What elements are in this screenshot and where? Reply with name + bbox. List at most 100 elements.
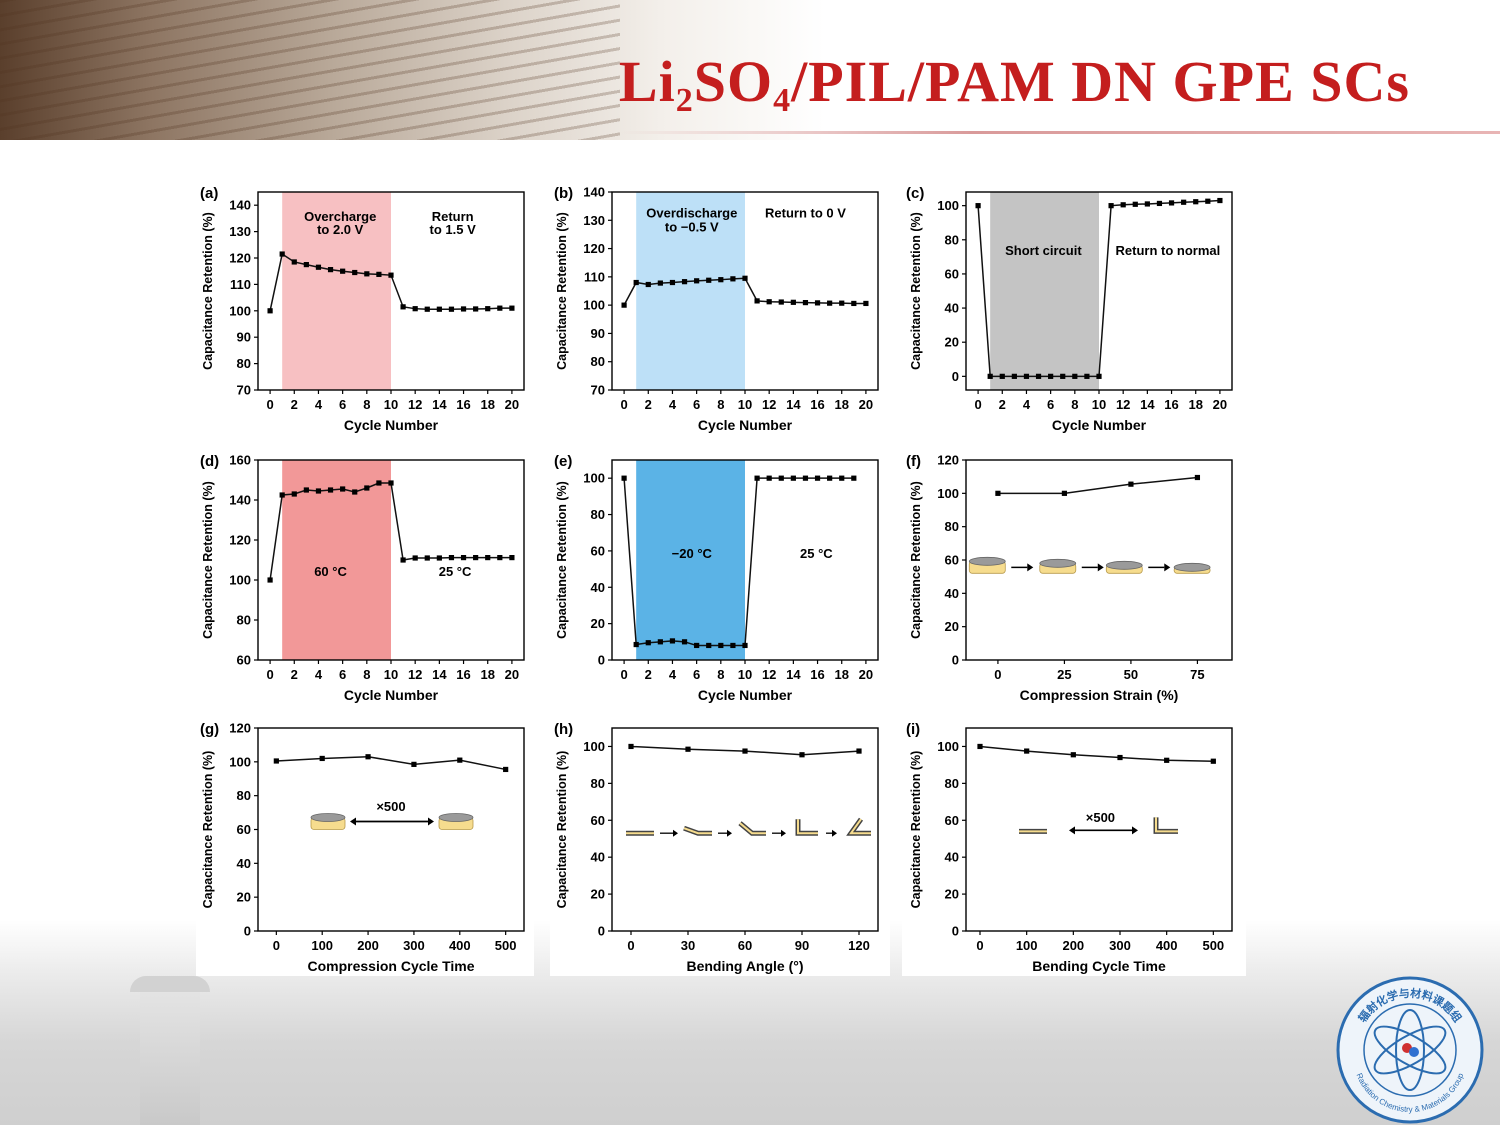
data-point xyxy=(754,475,760,481)
x-tick-label: 500 xyxy=(495,938,517,953)
data-point xyxy=(999,373,1005,379)
y-tick-label: 60 xyxy=(237,822,251,837)
bent-device-icon-core xyxy=(1155,817,1178,833)
x-tick-label: 12 xyxy=(408,397,422,412)
data-point xyxy=(411,761,417,767)
x-tick-label: 12 xyxy=(762,397,776,412)
bent-60-device-icon-core xyxy=(739,822,766,835)
y-tick-label: 80 xyxy=(237,788,251,803)
arrow-left-icon xyxy=(350,817,356,826)
y-axis-label: Capacitance Retention (%) xyxy=(555,751,569,909)
x-tick-label: 16 xyxy=(810,397,824,412)
data-point xyxy=(778,299,784,305)
y-tick-label: 120 xyxy=(229,251,251,266)
plot-frame xyxy=(965,727,1233,932)
data-point xyxy=(790,299,796,305)
y-tick-label: 130 xyxy=(229,224,251,239)
data-point xyxy=(485,555,491,561)
x-tick-label: 90 xyxy=(795,938,809,953)
x-tick-label: 0 xyxy=(266,667,273,682)
y-tick-label: 0 xyxy=(598,924,605,939)
data-point xyxy=(315,264,322,270)
y-tick-label: 90 xyxy=(591,326,605,341)
x-tick-label: 300 xyxy=(403,938,425,953)
x-axis-label: Cycle Number xyxy=(1052,417,1147,433)
x-tick-label: 20 xyxy=(1213,397,1227,412)
data-point xyxy=(291,259,297,265)
y-tick-label: 60 xyxy=(237,653,251,668)
y-axis-label: Capacitance Retention (%) xyxy=(555,481,569,639)
data-point xyxy=(1024,748,1030,754)
data-point xyxy=(279,251,285,257)
chart-panel-7: 0 100 200 300 400 500 0 20 40 60 80 100 120 Compressi… xyxy=(196,718,534,976)
x-tick-label: 18 xyxy=(480,667,494,682)
y-tick-label: 0 xyxy=(952,369,959,384)
y-tick-label: 20 xyxy=(591,887,605,902)
group-logo: 辐射化学与材料课题组 Radiation Chemistry & Materia… xyxy=(1336,976,1484,1124)
x-tick-label: 0 xyxy=(620,397,627,412)
y-tick-label: 40 xyxy=(591,850,605,865)
data-point xyxy=(1072,373,1078,379)
data-point xyxy=(657,280,663,286)
data-point xyxy=(267,308,273,314)
y-tick-label: 100 xyxy=(937,198,959,213)
data-point xyxy=(1156,200,1163,207)
data-point xyxy=(1023,373,1030,379)
arrow-right-icon xyxy=(428,817,434,826)
x-tick-label: 25 xyxy=(1057,667,1071,682)
data-point xyxy=(814,300,821,306)
y-tick-label: 60 xyxy=(945,553,959,568)
y-tick-label: 100 xyxy=(229,573,251,588)
x-tick-label: 8 xyxy=(717,397,724,412)
annotation-label: to 1.5 V xyxy=(430,222,477,237)
data-point xyxy=(766,475,772,481)
banner-roof-pattern xyxy=(0,0,620,140)
data-point xyxy=(754,298,760,304)
data-point xyxy=(1128,481,1134,487)
y-tick-label: 80 xyxy=(591,776,605,791)
x-tick-label: 12 xyxy=(408,667,422,682)
electrode-disc-icon xyxy=(438,813,474,822)
y-tick-label: 20 xyxy=(945,887,959,902)
y-tick-label: 140 xyxy=(583,185,605,200)
title-rest: /PIL/PAM DN GPE SCs xyxy=(791,49,1410,114)
pagoda-silhouette xyxy=(130,976,210,1125)
electrode-disc-icon xyxy=(1105,560,1143,570)
data-point xyxy=(457,757,463,763)
x-tick-label: 400 xyxy=(449,938,471,953)
data-point xyxy=(839,475,845,481)
panel-label: (h) xyxy=(554,721,573,738)
data-point xyxy=(267,577,273,583)
bent-30-device-icon-core xyxy=(683,827,712,835)
x-tick-label: 0 xyxy=(976,938,983,953)
y-tick-label: 60 xyxy=(945,813,959,828)
data-point xyxy=(424,306,430,312)
data-point xyxy=(802,299,809,306)
data-point xyxy=(400,304,406,310)
x-tick-label: 2 xyxy=(999,397,1006,412)
y-axis-label: Capacitance Retention (%) xyxy=(555,212,569,370)
y-tick-label: 80 xyxy=(237,356,251,371)
annotation-label: Return to 0 V xyxy=(765,205,846,220)
y-tick-label: 20 xyxy=(945,619,959,634)
data-point xyxy=(1181,199,1187,205)
y-tick-label: 40 xyxy=(591,580,605,595)
data-point xyxy=(730,642,736,649)
y-tick-label: 0 xyxy=(598,653,605,668)
y-tick-label: 140 xyxy=(229,198,251,213)
data-point xyxy=(730,276,736,282)
x-tick-label: 4 xyxy=(669,397,677,412)
x-tick-label: 20 xyxy=(505,397,519,412)
annotation-label: −20 °C xyxy=(672,546,713,561)
annotation-label: to −0.5 V xyxy=(665,220,719,235)
y-axis-label: Capacitance Retention (%) xyxy=(909,481,923,639)
y-tick-label: 100 xyxy=(583,298,605,313)
data-point xyxy=(388,272,394,278)
data-point xyxy=(1061,490,1068,496)
x-tick-label: 100 xyxy=(1016,938,1038,953)
y-tick-label: 40 xyxy=(945,301,959,316)
logo-orbit-1 xyxy=(1373,1025,1447,1075)
data-point xyxy=(412,306,418,312)
x-tick-label: 14 xyxy=(786,667,801,682)
